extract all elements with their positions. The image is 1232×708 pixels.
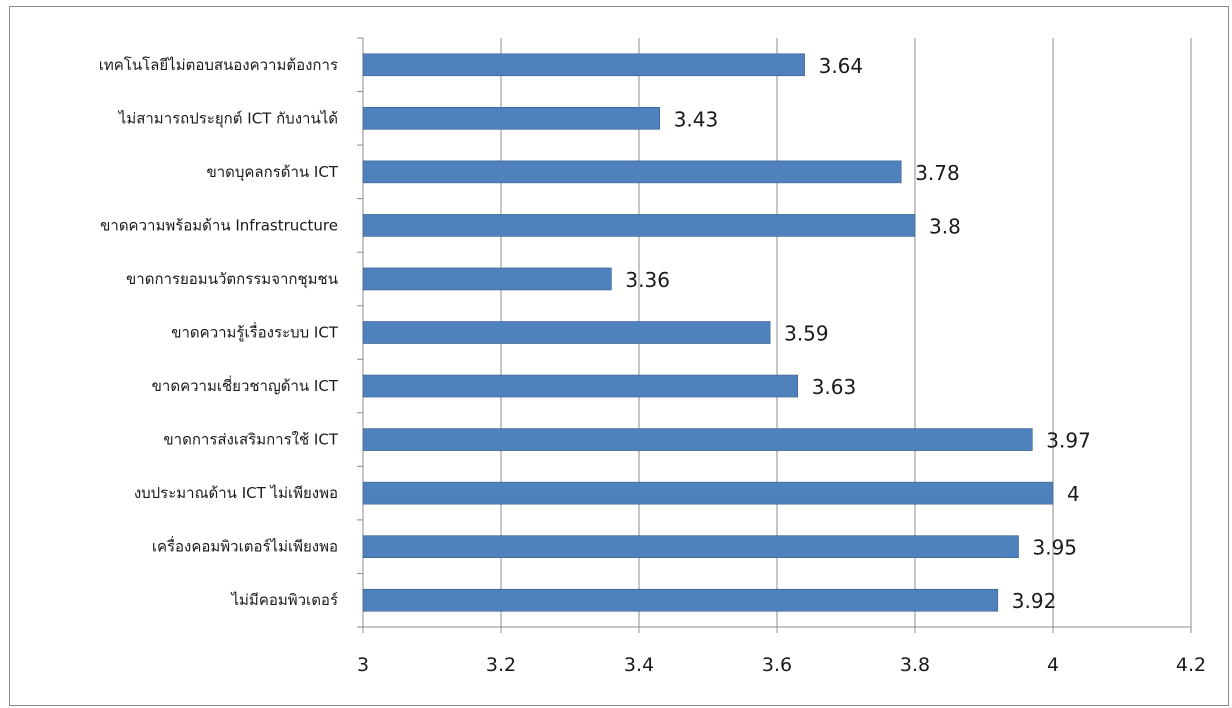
x-tick-label: 3.8	[900, 654, 930, 676]
bar	[362, 588, 999, 612]
category-label: ขาดการส่งเสริมการใช้ ICT	[163, 431, 338, 449]
x-tick-label: 4	[1047, 654, 1059, 676]
category-label: ขาดความพร้อมด้าน Infrastructure	[100, 216, 338, 234]
bar	[362, 428, 1033, 451]
data-label: 3.43	[674, 107, 719, 131]
bar	[362, 107, 661, 130]
bar	[362, 374, 799, 398]
category-label: งบประมาณด้าน ICT ไม่เพียงพอ	[134, 484, 338, 502]
category-label: ขาดการยอมนวัตกรรมจากชุมชน	[126, 270, 338, 289]
category-label: ขาดความเชี่ยวชาญด้าน ICT	[152, 375, 339, 395]
bar	[362, 53, 805, 77]
category-label: เครื่องคอมพิวเตอร์ไม่เพียงพอ	[152, 536, 338, 556]
data-label: 3.8	[929, 214, 961, 238]
data-label: 3.97	[1046, 429, 1091, 453]
category-label: ขาดความรู้เรื่องระบบ ICT	[171, 322, 339, 342]
category-label: เทคโนโลยีไม่ตอบสนองความต้องการ	[99, 56, 338, 74]
data-label: 3.36	[625, 268, 670, 292]
bar	[362, 267, 612, 291]
bar	[362, 214, 916, 237]
x-tick-label: 3.4	[624, 654, 654, 676]
bar	[362, 535, 1019, 558]
category-label: ขาดบุคลกรด้าน ICT	[206, 163, 338, 182]
category-label: ไม่มีคอมพิวเตอร์	[231, 591, 339, 609]
data-label: 3.95	[1033, 536, 1078, 560]
gridlines	[500, 38, 1192, 627]
bar	[362, 321, 771, 344]
data-label: 3.63	[812, 375, 857, 399]
category-label: ไม่สามารถประยุกต์ ICT กับงานได้	[118, 109, 338, 128]
data-label: 3.64	[819, 54, 864, 78]
data-label: 3.92	[1012, 589, 1057, 613]
x-tick-label: 3	[357, 654, 369, 676]
data-label: 3.78	[915, 161, 960, 185]
data-label: 3.59	[784, 322, 829, 346]
x-tick-label: 3.6	[762, 654, 792, 676]
x-tick-label: 3.2	[486, 654, 516, 676]
bar	[362, 160, 902, 184]
data-label: 4	[1067, 482, 1080, 506]
bars	[362, 53, 1054, 612]
x-tick-label: 4.2	[1176, 654, 1206, 676]
labels: 3 3.2 3.4 3.6 3.8 4 4.2 เทคโนโลยีไม่ตอบสนองความ…	[99, 54, 1206, 676]
bar	[362, 481, 1054, 505]
